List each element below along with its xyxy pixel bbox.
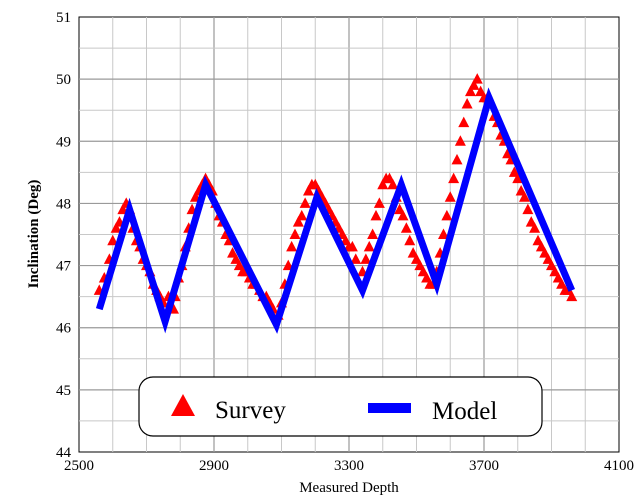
x-tick-label: 3700 [469,458,499,474]
survey-point [373,197,385,208]
x-tick-label: 4100 [604,458,634,474]
y-tick-label: 45 [56,383,71,399]
survey-point [519,191,530,202]
survey-point [397,209,409,221]
survey-point [367,228,379,239]
survey-point [110,222,122,233]
y-tick-label: 49 [56,134,71,150]
survey-point [448,172,460,184]
legend-model-line-icon [368,403,411,413]
legend: Survey Model [138,376,543,437]
survey-point [296,209,308,221]
survey-point [444,191,456,202]
survey-point [512,172,524,184]
x-tick-label: 2900 [199,458,229,474]
x-tick-labels: 2500 2900 3300 3700 4100 [64,458,634,474]
y-tick-label: 51 [56,10,71,26]
survey-point [451,153,463,165]
survey-point [346,240,358,252]
y-tick-label: 50 [56,72,71,88]
survey-point [566,290,578,302]
series-layer [93,73,578,334]
survey-point [107,234,119,246]
survey-point [461,98,473,109]
survey-point [303,185,314,196]
survey-point [387,178,399,190]
legend-model-label: Model [432,398,497,425]
model-series-line [95,87,576,334]
survey-point [360,253,372,264]
survey-point [404,234,416,246]
survey-point [370,209,382,221]
legend-survey-triangle-icon [171,394,195,416]
survey-point [438,228,449,239]
survey-point [529,222,541,233]
survey-point [522,203,534,215]
survey-point [400,222,412,233]
survey-point [377,178,389,190]
y-tick-label: 47 [56,259,72,275]
survey-point [292,216,304,227]
y-axis-label: Inclination (Deg) [26,180,42,289]
legend-box [138,376,543,437]
survey-point [454,135,466,146]
y-tick-label: 44 [56,445,72,461]
survey-point [350,253,362,264]
y-tick-labels: 44 45 46 47 48 49 50 51 [56,10,72,461]
survey-point [363,240,375,252]
y-tick-label: 46 [56,321,72,337]
survey-point [468,79,480,90]
x-tick-label: 2500 [64,458,94,474]
survey-point [465,85,476,97]
survey-point [471,73,483,84]
y-tick-label: 48 [56,196,71,212]
legend-survey-label: Survey [215,397,286,424]
survey-point [299,197,311,208]
x-axis-label: Measured Depth [299,480,399,496]
survey-point [289,228,301,239]
survey-point [441,209,453,221]
survey-point [286,240,298,252]
survey-point [458,116,470,128]
x-tick-label: 3300 [334,458,364,474]
